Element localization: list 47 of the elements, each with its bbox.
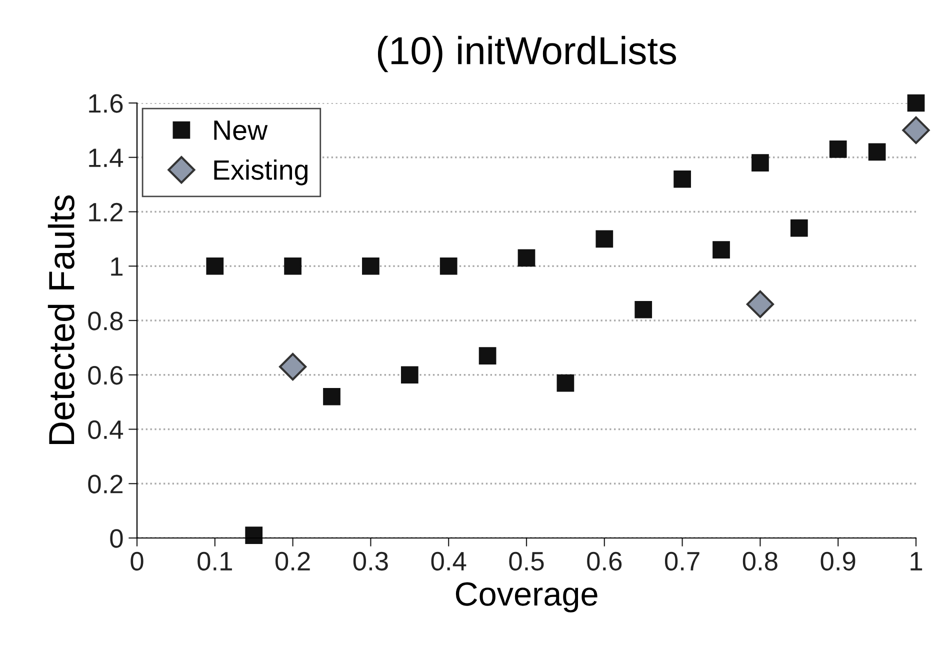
point: [902, 116, 930, 144]
point: [829, 140, 847, 158]
point: [478, 347, 496, 365]
point: [323, 388, 340, 406]
x-tick-label: 0.4: [431, 552, 466, 571]
x-tick-label: 0.3: [353, 552, 388, 571]
x-tick-label: 0.1: [198, 552, 232, 571]
y-axis-title: Detected Faults: [48, 195, 74, 444]
x-tick-label: 0.8: [742, 552, 778, 571]
point: [518, 249, 536, 267]
point: [362, 257, 380, 275]
y-tick-label: 1.2: [89, 202, 122, 222]
y-tick-label: 0.6: [88, 366, 123, 385]
point: [868, 143, 886, 161]
point: [746, 290, 774, 318]
point: [400, 366, 418, 384]
point: [206, 257, 224, 275]
point: [596, 230, 614, 248]
point: [278, 352, 307, 381]
y-tick-label: 1.4: [89, 148, 124, 167]
point: [712, 241, 730, 258]
point: [752, 154, 769, 172]
y-tick-label: 0.2: [88, 474, 122, 494]
legend-label: New: [214, 120, 268, 140]
y-tick-label: 0.8: [88, 312, 123, 330]
x-tick-label: 1: [910, 552, 922, 570]
x-tick-label: 0: [130, 552, 144, 571]
point: [790, 219, 808, 237]
point: [556, 374, 574, 392]
y-tick-label: 0.4: [88, 420, 124, 440]
x-tick-label: 0.9: [820, 552, 856, 571]
point: [634, 300, 652, 318]
y-tick-label: 0: [110, 529, 123, 548]
x-tick-label: 0.2: [275, 552, 310, 571]
y-tick-label: 1.6: [89, 94, 123, 113]
point: [674, 170, 691, 188]
point: [245, 526, 263, 544]
point: [284, 257, 302, 275]
x-tick-label: 0.7: [664, 552, 700, 571]
point: [907, 94, 925, 112]
point: [440, 257, 458, 275]
x-tick-label: 0.5: [509, 552, 544, 571]
x-axis-title: Coverage: [456, 582, 598, 612]
chart-title: (10) initWordLists: [378, 36, 676, 72]
x-tick-label: 0.6: [587, 552, 622, 571]
legend-label: Existing: [214, 159, 308, 186]
y-tick-label: 1: [111, 258, 123, 276]
